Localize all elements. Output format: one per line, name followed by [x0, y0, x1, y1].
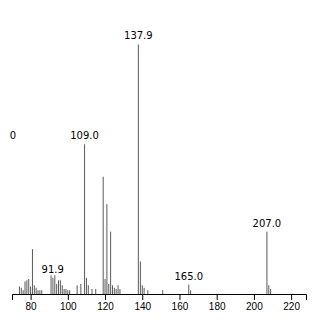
peaks [19, 44, 270, 294]
x-tick-label: 120 [97, 301, 114, 312]
peak [25, 282, 26, 294]
peak [114, 288, 115, 294]
peak [106, 204, 107, 294]
peak [51, 275, 52, 294]
peak [95, 289, 96, 294]
peak [38, 290, 39, 294]
x-tick-label: 180 [209, 301, 226, 312]
peak [103, 177, 104, 294]
x-axis: 80 100 120 140 160 180 200 220 [13, 294, 307, 312]
x-tick: 220 [283, 294, 300, 312]
x-tick-mark [291, 294, 292, 300]
peak [62, 285, 63, 294]
x-tick: 80 [26, 294, 38, 312]
x-tick-mark [254, 294, 255, 300]
peak [34, 285, 35, 294]
x-axis-line [13, 295, 307, 301]
peak [110, 232, 111, 294]
peak [84, 144, 85, 294]
x-tick: 120 [97, 294, 114, 312]
x-tick: 140 [134, 294, 151, 312]
annotation: 165.0 [174, 271, 203, 282]
peak [116, 289, 117, 294]
x-tick-label: 160 [172, 301, 189, 312]
peak [26, 280, 27, 294]
peak [190, 290, 191, 294]
peak [39, 290, 40, 294]
peak [52, 278, 53, 294]
peak [67, 290, 68, 294]
peak [268, 285, 269, 294]
peak [32, 249, 33, 294]
x-tick-label: 80 [26, 301, 38, 312]
peak [23, 290, 24, 294]
peak [28, 279, 29, 294]
peak [60, 280, 61, 294]
annotation: 207.0 [253, 218, 282, 229]
peak [88, 285, 89, 294]
x-tick-label: 220 [283, 301, 300, 312]
annotation: 91.9 [42, 264, 64, 275]
peak [112, 285, 113, 294]
peak [41, 290, 42, 294]
peak [105, 279, 106, 294]
x-tick-mark [31, 294, 32, 300]
peak [19, 287, 20, 294]
annotation: 109.0 [70, 130, 99, 141]
peak [64, 289, 65, 294]
peak [188, 285, 189, 294]
peak [162, 290, 163, 294]
peak [108, 284, 109, 294]
chart: 80 100 120 140 160 180 200 220 91.9 109.0 137.9 165… [0, 0, 320, 320]
peak [58, 280, 59, 294]
peak [92, 289, 93, 294]
peak [80, 284, 81, 294]
x-tick-mark [217, 294, 218, 300]
x-tick-mark [142, 294, 143, 300]
peak [138, 44, 139, 294]
x-tick: 200 [246, 294, 263, 312]
peak [140, 262, 141, 294]
x-tick-mark [105, 294, 106, 300]
annotation: 0 [10, 130, 16, 141]
x-tick-label: 200 [246, 301, 263, 312]
x-tick-mark [179, 294, 180, 300]
annotation: 137.9 [124, 30, 153, 41]
peak [119, 289, 120, 294]
x-tick: 100 [60, 294, 77, 312]
peak [144, 288, 145, 294]
annotations: 91.9 109.0 137.9 165.0 207.0 0 [10, 30, 282, 281]
peak [56, 284, 57, 294]
peak [270, 289, 271, 294]
x-tick-label: 100 [60, 301, 77, 312]
peak [266, 232, 267, 294]
peak [142, 285, 143, 294]
x-tick-mark [68, 294, 69, 300]
peak [69, 290, 70, 294]
x-tick: 180 [209, 294, 226, 312]
peak [54, 275, 55, 294]
peak [147, 290, 148, 294]
peak [86, 278, 87, 294]
peak [36, 288, 37, 294]
peak [30, 287, 31, 294]
plot: 80 100 120 140 160 180 200 220 91.9 109.0 137.9 165… [10, 30, 307, 312]
peak [65, 289, 66, 294]
peak [21, 288, 22, 294]
x-tick-label: 140 [134, 301, 151, 312]
peak [118, 285, 119, 294]
x-tick: 160 [172, 294, 189, 312]
peak [77, 285, 78, 294]
